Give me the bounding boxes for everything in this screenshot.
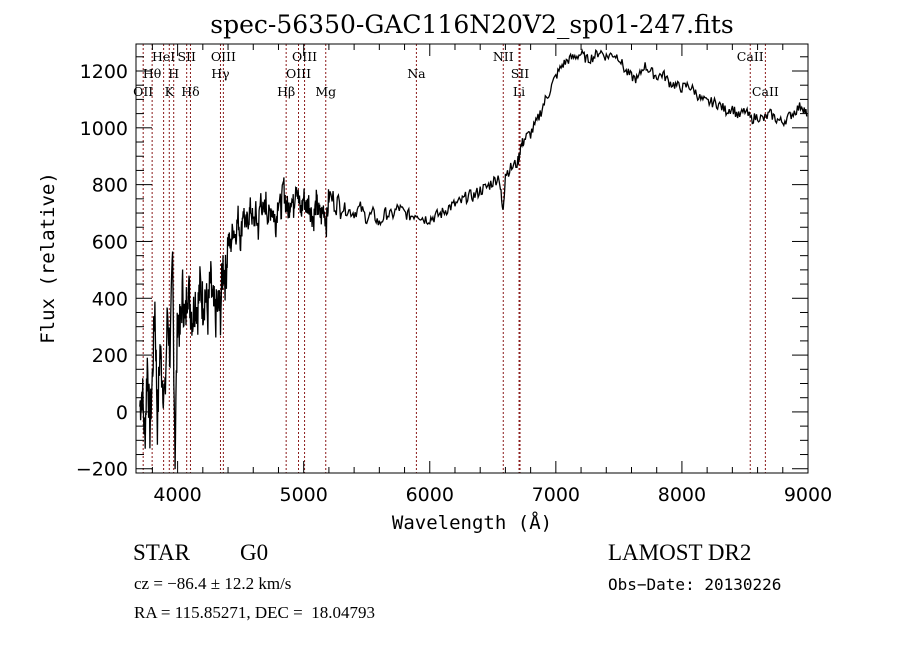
series-group (139, 48, 808, 470)
x-tick-label: 4000 (153, 484, 201, 506)
reference-line-label: H (168, 66, 179, 81)
y-tick-label: 1000 (80, 118, 128, 140)
reference-line-label: CaII (752, 84, 779, 99)
reference-line-label: Hδ (181, 84, 199, 99)
reference-line-label: NII (493, 49, 514, 64)
x-axis-label: Wavelength (Å) (392, 511, 552, 534)
y-tick-label: 0 (116, 402, 128, 424)
reference-line-label: SII (511, 66, 530, 81)
y-tick-label: 800 (92, 175, 128, 197)
x-axis-ticks: 4000 5000 6000 7000 8000 9000 (151, 44, 832, 506)
redshift-info: cz = −86.4 ± 12.2 km/s (134, 574, 292, 593)
reference-line-label: OIII (286, 66, 311, 81)
plot-frame (135, 43, 809, 474)
x-tick-label: 7000 (532, 484, 580, 506)
y-tick-label: 200 (92, 345, 128, 367)
x-tick-label: 8000 (658, 484, 706, 506)
x-tick-label: 9000 (784, 484, 832, 506)
object-type: STAR (133, 540, 190, 565)
reference-line-label: CaII (737, 49, 764, 64)
reference-line-labels: OII Hθ HeI KH SII Hδ Hγ OIII Hβ OIII OIII Mg Na NII SI… (133, 49, 779, 99)
y-tick-label: 600 (92, 231, 128, 253)
reference-line-label: Hθ (143, 66, 161, 81)
reference-line-label: Mg (315, 84, 336, 99)
reference-line-label: Hγ (211, 66, 229, 81)
reference-line-label: SII (177, 49, 196, 64)
y-axis-ticks: −200 0 200 400 600 800 1000 1200 (76, 56, 808, 481)
y-axis-label: Flux (relative) (37, 172, 59, 344)
reference-line-label: Hβ (277, 84, 295, 99)
survey-name: LAMOST DR2 (608, 540, 752, 565)
obs-date: Obs−Date: 20130226 (608, 575, 782, 594)
x-tick-label: 5000 (280, 484, 328, 506)
reference-line-label: HeI (152, 49, 175, 64)
reference-line-label: OIII (292, 49, 317, 64)
y-tick-label: 1200 (80, 61, 128, 83)
x-tick-label: 6000 (406, 484, 454, 506)
y-tick-label: −200 (76, 459, 128, 481)
series-line-flux (139, 48, 808, 470)
coordinates: RA = 115.85271, DEC = 18.04793 (134, 603, 375, 622)
reference-lines (142, 44, 766, 473)
chart-title: spec-56350-GAC116N20V2_sp01-247.fits (210, 10, 733, 39)
reference-line-label: Li (513, 84, 525, 99)
reference-line-label: K (165, 84, 175, 99)
object-subclass: G0 (240, 540, 269, 565)
reference-line-label: Na (407, 66, 426, 81)
y-tick-label: 400 (92, 288, 128, 310)
reference-line-label: OII (133, 84, 153, 99)
reference-line-label: OIII (211, 49, 236, 64)
